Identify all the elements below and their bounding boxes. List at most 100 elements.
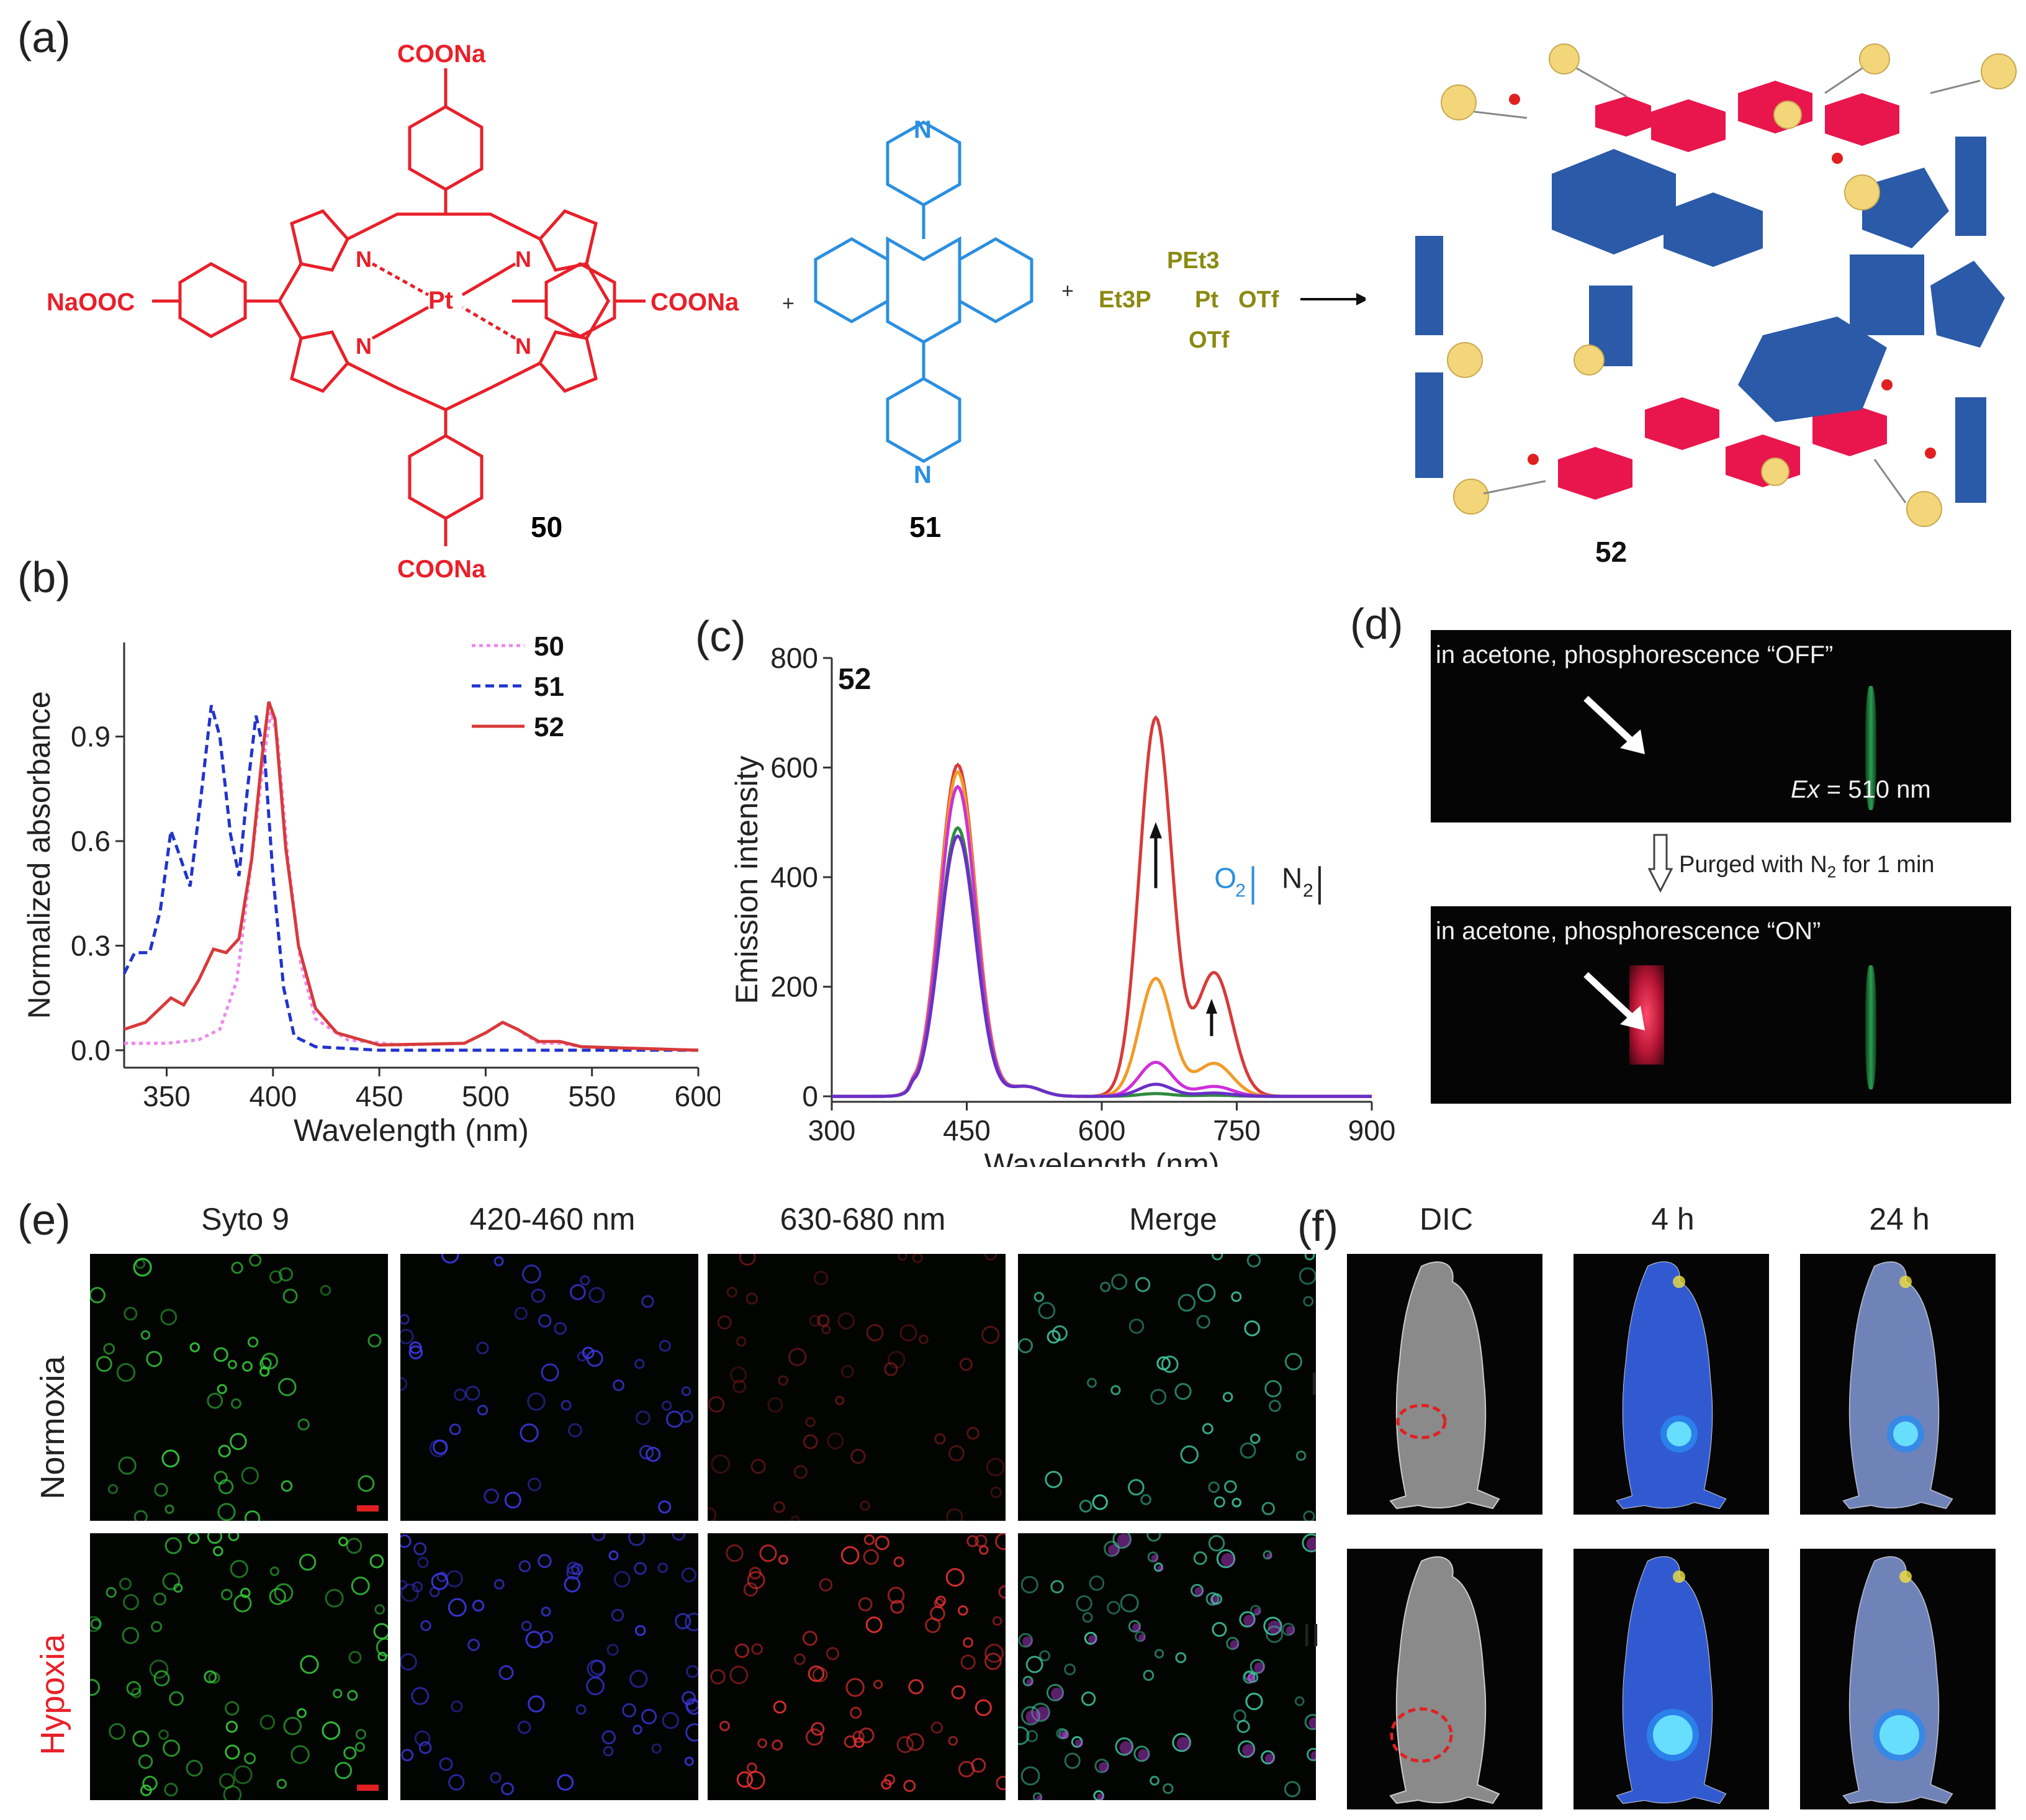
chart-c-inner-label: 52 (838, 663, 871, 696)
panel-c-label: (c) (695, 612, 746, 660)
legend-label-50: 50 (534, 631, 564, 662)
cooh-right: COONa (651, 289, 739, 316)
linker-bottom: OTf (1189, 327, 1230, 353)
off-caption: in acetone, phosphorescence “OFF” (1436, 641, 1834, 669)
micro-panel-r1-c2 (708, 1533, 1006, 1800)
col-24h: 24 h (1869, 1202, 1930, 1237)
ex-label: Ex (1791, 776, 1820, 803)
panel-d-label: (d) (1350, 600, 1403, 648)
linker-right: OTf (1238, 287, 1279, 313)
series-50 (124, 711, 699, 1052)
x-tick-label: 400 (249, 1080, 297, 1112)
x-axis-label: Wavelength (nm) (984, 1147, 1220, 1167)
purge-sub: 2 (1827, 862, 1837, 881)
pyridine-n-bottom: N (914, 461, 932, 489)
pt-linker: PEt3 Et3P Pt OTf OTf (1099, 248, 1279, 353)
col-4h: 4 h (1651, 1202, 1695, 1237)
x-tick-label: 450 (943, 1114, 991, 1147)
y-tick-label: 200 (770, 971, 818, 1003)
panel-b-label: (b) (17, 553, 71, 601)
cooh-left: NaOOC (47, 289, 135, 316)
col-blue: 420-460 nm (469, 1202, 636, 1237)
on-caption: in acetone, phosphorescence “ON” (1436, 917, 1821, 945)
compound-50: 50 (531, 511, 562, 543)
o2-subscript: 2 (1235, 881, 1246, 901)
emission-series-2 (832, 785, 1372, 1098)
x-tick-label: 350 (143, 1080, 191, 1112)
panel-e-label: (e) (17, 1196, 71, 1244)
emission-chart: 300 450 600 750 900 0 200 400 600 800 Wavelength (… (729, 642, 1395, 1167)
x-axis-label: Wavelength (nm) (294, 1113, 529, 1148)
y-tick-label: 0.6 (71, 825, 110, 857)
compound-52: 52 (1595, 536, 1627, 568)
compound-51: 51 (909, 511, 941, 543)
micro-panel-r1-c1 (400, 1533, 698, 1800)
pyridine-n-top: N (914, 116, 932, 143)
y-tick-label: 600 (770, 752, 818, 784)
linker-center: Pt (1195, 287, 1218, 313)
row-normoxia: Normoxia (34, 1356, 71, 1500)
mouse-panel-r1-c1 (1574, 1549, 1769, 1809)
mouse-panel-r1-c0 (1347, 1549, 1542, 1809)
o2-annotation: O (1214, 862, 1236, 894)
x-tick-label: 600 (675, 1080, 720, 1112)
vial-image-off: in acetone, phosphorescence “OFF” Ex = 5… (1431, 630, 2011, 822)
emission-series-4 (832, 834, 1372, 1098)
micro-panel-r1-c0 (90, 1533, 388, 1800)
x-tick-label: 750 (1213, 1114, 1261, 1147)
series-51 (122, 705, 698, 1052)
y-tick-label: 400 (770, 861, 818, 893)
micro-panel-r0-c2 (708, 1254, 1006, 1521)
x-tick-label: 600 (1078, 1114, 1126, 1147)
purge-tail: for 1 min (1836, 852, 1935, 878)
vial-rim-green (1865, 686, 1876, 810)
row-I: I (1310, 1366, 1319, 1402)
mouse-panel-r0-c1 (1574, 1254, 1769, 1515)
pt-center: Pt (428, 287, 453, 314)
plus-1: + (782, 292, 795, 315)
micro-panel-r0-c3 (1018, 1254, 1316, 1521)
series-52 (124, 701, 699, 1052)
panel-f-label: (f) (1297, 1202, 1339, 1250)
y-tick-label: 0 (802, 1080, 818, 1112)
cooh-bottom: COONa (397, 556, 486, 583)
y-axis-label: Emission intensity (729, 755, 764, 1004)
cooh-top: COONa (397, 40, 486, 68)
n-1: N (356, 246, 372, 272)
vial-rim-green-2 (1865, 965, 1876, 1089)
mouse-panel-r0-c2 (1800, 1254, 1996, 1515)
col-dic: DIC (1419, 1202, 1474, 1237)
tumor-outline (1396, 1403, 1447, 1439)
x-tick-label: 500 (462, 1080, 510, 1112)
row-hypoxia: Hypoxia (34, 1634, 71, 1755)
micro-panel-r0-c0 (90, 1254, 388, 1521)
linker-left: Et3P (1099, 287, 1151, 313)
purge-text: Purged with N (1679, 852, 1827, 878)
x-tick-label: 300 (808, 1114, 856, 1147)
n2-subscript: 2 (1303, 881, 1313, 901)
emission-series-0 (832, 715, 1372, 1098)
tumor-outline (1390, 1707, 1453, 1763)
micro-panel-r0-c1 (400, 1254, 698, 1521)
x-tick-label: 450 (356, 1080, 403, 1112)
micro-panel-r1-c3 (1018, 1533, 1316, 1800)
cage-52: 52 (1415, 43, 2017, 568)
y-tick-label: 800 (770, 642, 818, 674)
mouse-panel-r1-c2 (1800, 1549, 1996, 1809)
y-tick-label: 0.3 (71, 929, 110, 962)
x-tick-label: 550 (568, 1080, 616, 1112)
emission-series-1 (832, 770, 1372, 1098)
legend-label-51: 51 (534, 672, 564, 702)
col-merge: Merge (1129, 1202, 1217, 1237)
y-tick-label: 0.0 (71, 1034, 110, 1066)
plus-2: + (1061, 279, 1074, 303)
n-3: N (356, 333, 372, 359)
row-II: II (1302, 1618, 1320, 1654)
legend-label-52: 52 (534, 712, 564, 742)
ex-value: = 510 nm (1819, 776, 1931, 803)
reaction-scheme: COONa NaOOC COONa COONa Pt N N N N + N N… (47, 40, 1366, 583)
absorbance-chart: 350 400 450 500 550 600 0.0 0.3 0.6 0.9 Wavelength… (22, 631, 720, 1148)
linker-top: PEt3 (1167, 248, 1219, 274)
y-tick-label: 0.9 (71, 721, 110, 753)
n-4: N (515, 333, 531, 359)
